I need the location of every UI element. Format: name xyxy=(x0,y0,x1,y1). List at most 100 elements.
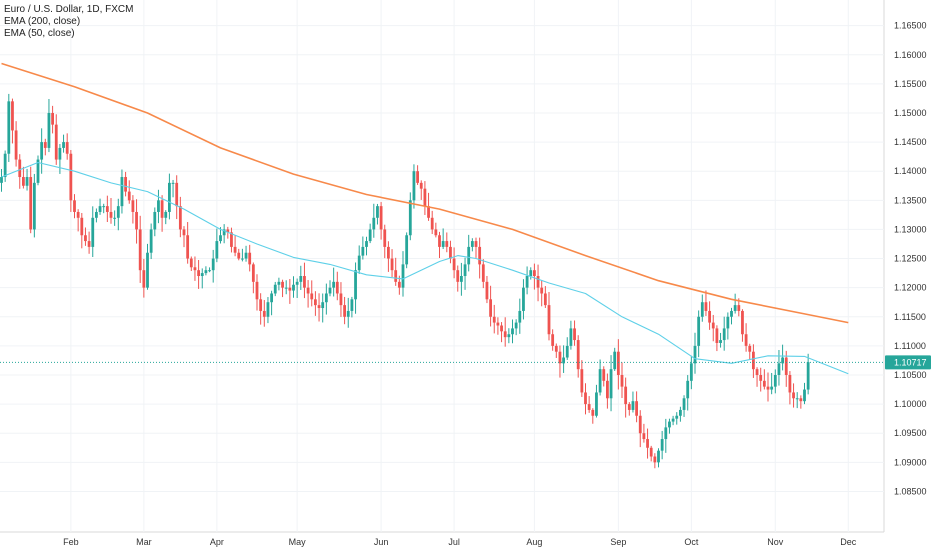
candle-body xyxy=(624,386,628,405)
candle-body xyxy=(299,276,303,282)
y-tick-label: 1.15500 xyxy=(894,79,927,89)
candle xyxy=(87,231,91,254)
candle-body xyxy=(558,351,562,364)
candle xyxy=(324,283,328,315)
candle-body xyxy=(489,299,492,317)
candle xyxy=(627,402,631,416)
candle xyxy=(503,317,507,347)
candle xyxy=(697,310,701,358)
candle xyxy=(689,355,693,390)
candle-body xyxy=(697,316,701,346)
candle xyxy=(715,325,719,352)
ema50-legend[interactable]: EMA (50, close) xyxy=(4,28,75,39)
candle-body xyxy=(131,200,135,212)
candle-body xyxy=(598,369,602,393)
candle-body xyxy=(95,211,98,218)
candle-body xyxy=(127,191,131,201)
ema200-legend[interactable]: EMA (200, close) xyxy=(4,16,81,27)
candle-body xyxy=(569,328,573,346)
candle xyxy=(470,238,474,252)
candle-body xyxy=(719,340,722,343)
candle-body xyxy=(365,241,368,247)
candle xyxy=(587,396,591,413)
candle-body xyxy=(0,177,3,183)
candle xyxy=(518,298,522,334)
candle-body xyxy=(211,258,215,271)
candle-body xyxy=(18,159,22,178)
candle-body xyxy=(416,171,419,183)
candle xyxy=(781,344,784,371)
candle-body xyxy=(248,252,252,265)
candle-body xyxy=(22,177,25,186)
candle xyxy=(803,382,806,405)
candles-layer xyxy=(0,93,810,469)
x-tick-label: Oct xyxy=(684,537,699,547)
y-tick-label: 1.13500 xyxy=(894,195,927,205)
candle-body xyxy=(554,345,558,352)
candle-body xyxy=(770,386,774,390)
candle xyxy=(485,275,489,304)
candle xyxy=(237,248,241,261)
candle xyxy=(679,406,682,422)
candle-body xyxy=(237,252,241,259)
candle xyxy=(368,223,372,244)
time-axis[interactable]: Feb Mar Apr May Jun Jul Aug Sep Oct Nov Dec xyxy=(63,537,857,547)
candle-body xyxy=(507,334,511,338)
candle-body xyxy=(65,142,69,154)
symbol-title[interactable]: Euro / U.S. Dollar, 1D, FXCM xyxy=(4,4,134,15)
candle-body xyxy=(752,351,755,370)
candle-body xyxy=(142,270,146,288)
candle-body xyxy=(737,305,741,311)
candle-body xyxy=(627,404,631,410)
candle xyxy=(321,293,325,323)
candle-body xyxy=(423,188,427,207)
candle xyxy=(606,373,609,409)
candle-body xyxy=(722,328,726,341)
candle xyxy=(153,207,157,237)
candle-body xyxy=(573,328,576,341)
candle xyxy=(438,231,441,258)
candle xyxy=(25,168,29,191)
candle xyxy=(708,301,711,330)
candle xyxy=(350,296,354,318)
y-tick-label: 1.09000 xyxy=(894,457,927,467)
candle-body xyxy=(11,101,14,131)
candle xyxy=(631,391,635,413)
candle-body xyxy=(171,182,175,184)
candle-body xyxy=(445,241,449,247)
candle xyxy=(722,316,726,351)
candle-body xyxy=(32,182,36,230)
candle xyxy=(281,279,284,298)
price-axis[interactable]: 1.16500 1.16000 1.15500 1.15000 1.14500 1.140… xyxy=(885,21,931,497)
candle-body xyxy=(408,200,412,236)
candle-body xyxy=(284,287,288,289)
candle-body xyxy=(587,404,591,410)
candle-body xyxy=(540,287,544,294)
candle xyxy=(613,347,617,371)
candle-body xyxy=(208,270,211,272)
x-tick-label: Sep xyxy=(610,537,626,547)
candle xyxy=(102,203,106,214)
candle-body xyxy=(562,357,565,364)
plot-area xyxy=(0,0,884,532)
candle-body xyxy=(500,325,503,332)
candle xyxy=(76,209,80,232)
candle-body xyxy=(197,270,200,277)
candle xyxy=(303,262,306,299)
candle xyxy=(423,181,427,215)
candle-body xyxy=(295,281,299,285)
candle-body xyxy=(372,217,376,230)
candle-body xyxy=(646,439,649,448)
candle-body xyxy=(189,258,193,268)
candle-body xyxy=(292,284,295,291)
candle-body xyxy=(412,171,416,201)
candle xyxy=(675,412,679,425)
candle xyxy=(251,262,255,294)
candle-body xyxy=(259,299,263,311)
candle-body xyxy=(679,409,682,416)
candle-body xyxy=(766,386,770,390)
candle-body xyxy=(511,328,514,335)
candle xyxy=(646,428,649,459)
